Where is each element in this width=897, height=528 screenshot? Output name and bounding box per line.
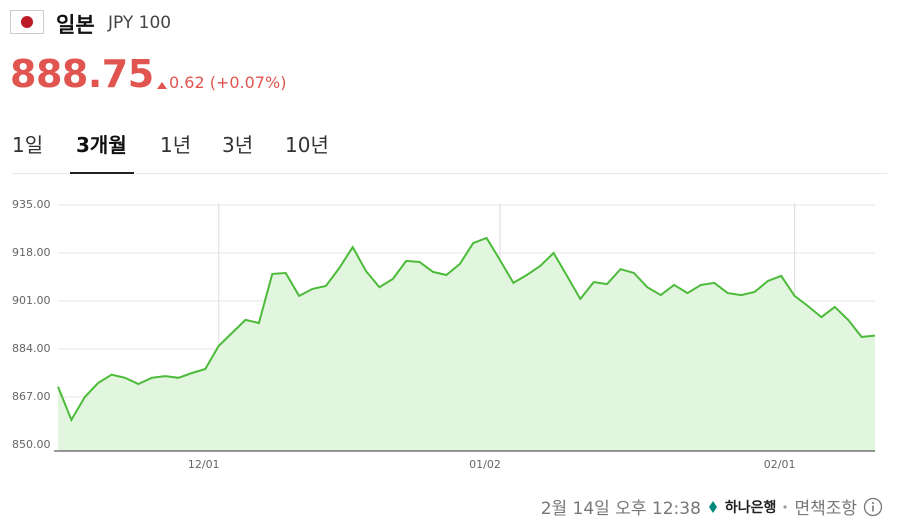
tab-underline — [70, 172, 134, 174]
x-tick-label: 12/01 — [188, 458, 220, 471]
chart: 850.00 867.00 884.00 901.00 918.00 935.00 12/0… — [12, 198, 876, 471]
line — [57, 236, 876, 423]
tab[interactable]: 10년 — [285, 133, 329, 157]
y-tick-label: 901.00 — [12, 294, 51, 307]
up-arrow — [157, 82, 167, 89]
tab-divider — [12, 173, 887, 174]
area — [58, 238, 875, 451]
x-tick-label: 02/01 — [764, 458, 796, 471]
price-change: 0.62 (+0.07%) — [169, 73, 287, 92]
y-tick-label: 918.00 — [12, 246, 51, 259]
disclaimer[interactable]: 면책조항 — [794, 499, 857, 519]
flag-icon — [10, 10, 44, 34]
x-tick-label: 01/02 — [469, 458, 501, 471]
y-tick-label: 935.00 — [12, 198, 51, 211]
bank-name: 하나은행 — [724, 499, 777, 516]
separator — [783, 504, 788, 509]
tab[interactable]: 3개월 — [76, 133, 127, 157]
price: 888.75 — [10, 52, 154, 96]
currency-name: 일본 — [56, 13, 95, 37]
tab[interactable]: 3년 — [222, 133, 254, 157]
timestamp: 2월 14일 오후 12:38 — [540, 499, 701, 519]
tab[interactable]: 1년 — [160, 133, 192, 157]
y-tick-label: 850.00 — [12, 438, 51, 451]
bank-logo — [708, 500, 717, 513]
tab[interactable]: 1일 — [12, 133, 44, 157]
info-icon[interactable] — [863, 497, 883, 517]
y-tick-label: 884.00 — [12, 342, 51, 355]
footer: 2월 14일 오후 12:38 하나은행 면책조항 — [541, 494, 883, 519]
y-tick-label: 867.00 — [12, 390, 51, 403]
currency-code: JPY 100 — [108, 13, 172, 33]
